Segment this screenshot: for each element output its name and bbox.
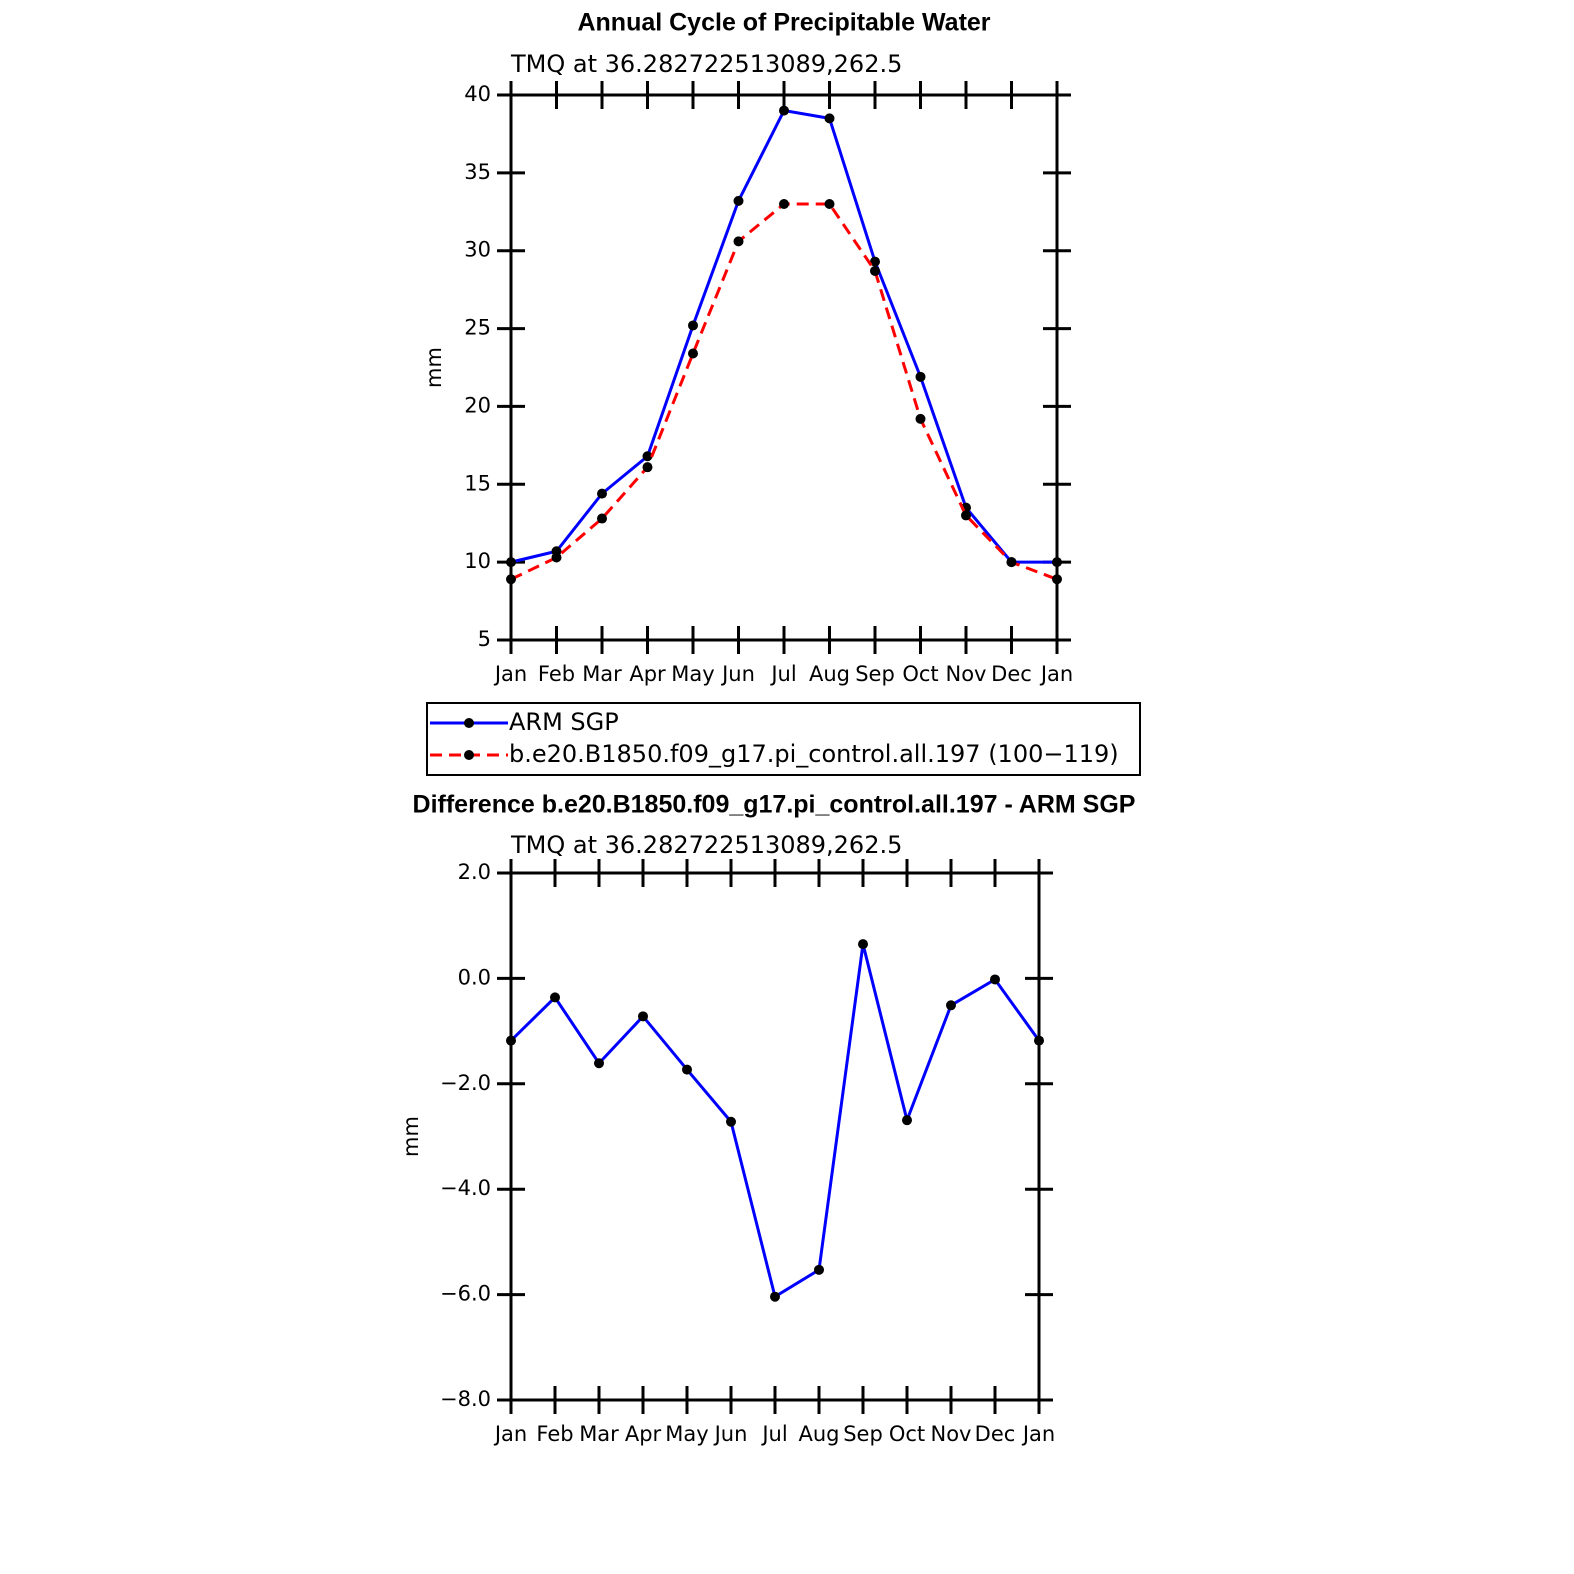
marker — [779, 105, 789, 116]
x-tick-label: Oct — [902, 662, 938, 686]
y-tick-label: −8.0 — [440, 1387, 491, 1411]
legend-box — [426, 702, 1141, 776]
y-tick-label: 35 — [464, 160, 491, 184]
x-tick-label: Feb — [538, 662, 575, 686]
marker — [915, 413, 926, 424]
y-tick-label: 30 — [464, 238, 491, 262]
marker — [814, 1264, 824, 1275]
x-tick-label: Sep — [855, 662, 895, 686]
plot-frame — [509, 871, 1041, 1402]
y-tick-label: 40 — [464, 82, 491, 106]
chart-subtitle: TMQ at 36.282722513089,262.5 — [510, 831, 902, 859]
y-tick-label: 20 — [464, 393, 491, 417]
legend-label: ARM SGP — [509, 708, 619, 736]
marker — [642, 451, 653, 462]
x-tick-label: Mar — [579, 1422, 619, 1446]
x-tick-label: Aug — [798, 1422, 839, 1446]
marker — [824, 113, 835, 124]
x-tick-label: Apr — [629, 662, 666, 686]
marker — [733, 236, 744, 247]
marker — [638, 1011, 648, 1022]
chart-subtitle: TMQ at 36.282722513089,262.5 — [510, 50, 902, 78]
x-tick-label: Jan — [493, 1422, 527, 1446]
y-axis-label: mm — [399, 1116, 423, 1157]
y-tick-label: −2.0 — [440, 1071, 491, 1095]
marker — [642, 462, 653, 473]
x-tick-label: Dec — [991, 662, 1032, 686]
x-tick-label: Jul — [769, 662, 796, 686]
y-tick-label: 25 — [464, 316, 491, 340]
y-tick-label: 15 — [464, 471, 491, 495]
marker — [946, 1000, 956, 1011]
x-tick-label: Apr — [625, 1422, 662, 1446]
x-tick-label: Jun — [720, 662, 755, 686]
y-tick-label: 10 — [464, 549, 491, 573]
marker — [779, 199, 789, 209]
x-tick-label: Feb — [536, 1422, 573, 1446]
y-tick-label: −6.0 — [440, 1282, 491, 1306]
marker — [1052, 574, 1062, 585]
legend-marker — [464, 750, 474, 760]
y-tick-label: 0.0 — [458, 965, 491, 989]
plot-frame — [509, 93, 1059, 642]
x-tick-label: Jan — [1021, 1422, 1055, 1446]
marker — [594, 1058, 604, 1069]
x-tick-label: Jan — [493, 662, 527, 686]
x-tick-label: Nov — [946, 662, 987, 686]
x-tick-label: Dec — [975, 1422, 1016, 1446]
marker — [1052, 557, 1062, 568]
marker — [506, 557, 516, 568]
marker — [961, 510, 971, 521]
y-tick-label: −4.0 — [440, 1176, 491, 1200]
marker — [506, 1035, 516, 1046]
marker — [688, 348, 698, 359]
marker — [1006, 557, 1017, 568]
y-tick-label: 5 — [478, 627, 491, 651]
x-tick-label: Aug — [809, 662, 850, 686]
x-tick-label: Mar — [582, 662, 622, 686]
marker — [915, 371, 926, 382]
chart-title: Difference b.e20.B1850.f09_g17.pi_contro… — [413, 791, 1136, 819]
marker — [824, 199, 835, 209]
x-tick-label: May — [671, 662, 714, 686]
marker — [990, 974, 1000, 985]
marker — [506, 574, 516, 585]
marker — [858, 939, 868, 950]
x-tick-label: Jun — [713, 1422, 748, 1446]
marker — [688, 320, 698, 331]
legend-marker — [464, 718, 474, 728]
marker — [550, 992, 560, 1003]
marker — [726, 1116, 736, 1127]
x-tick-label: Jan — [1039, 662, 1073, 686]
marker — [597, 488, 607, 499]
marker — [870, 256, 880, 267]
marker — [551, 552, 562, 563]
series-line — [509, 943, 1041, 1300]
marker — [733, 195, 744, 206]
x-tick-label: Sep — [843, 1422, 883, 1446]
x-tick-label: Nov — [931, 1422, 972, 1446]
y-tick-label: 2.0 — [458, 860, 491, 884]
chart-title: Annual Cycle of Precipitable Water — [577, 9, 990, 37]
marker — [870, 265, 880, 276]
marker — [597, 513, 607, 524]
series-line — [510, 202, 1058, 581]
marker — [902, 1115, 912, 1126]
marker — [682, 1064, 692, 1075]
y-axis-label: mm — [422, 347, 446, 388]
legend-label: b.e20.B1850.f09_g17.pi_control.all.197 (… — [509, 740, 1119, 768]
x-tick-label: May — [665, 1422, 708, 1446]
marker — [770, 1291, 780, 1302]
series-line — [510, 108, 1057, 564]
x-tick-label: Oct — [889, 1422, 925, 1446]
x-tick-label: Jul — [760, 1422, 787, 1446]
marker — [1034, 1035, 1044, 1046]
